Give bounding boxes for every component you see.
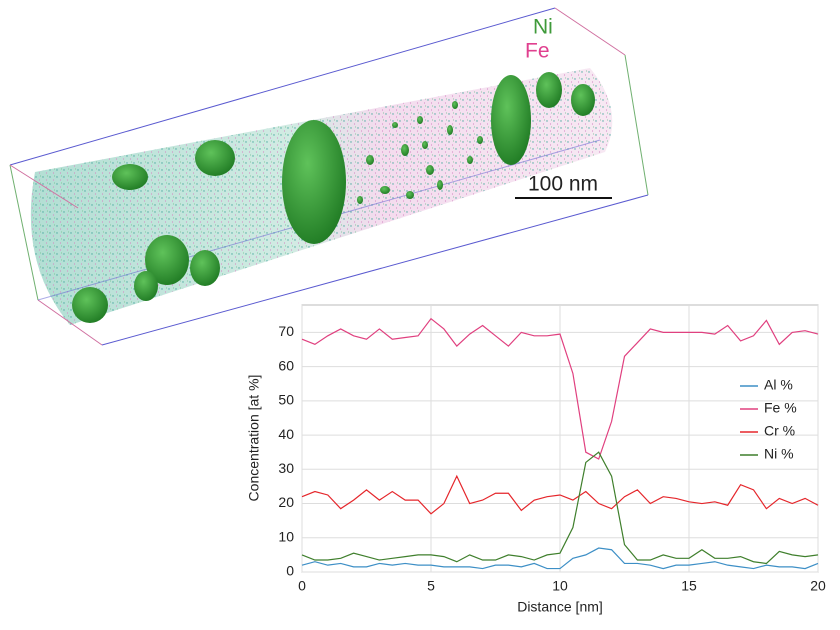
y-tick-label: 60 (278, 357, 294, 373)
x-tick-label: 20 (810, 578, 826, 594)
y-tick-label: 40 (278, 426, 294, 442)
y-tick-label: 50 (278, 392, 294, 408)
series-line (301, 451, 819, 565)
y-tick-label: 30 (278, 460, 294, 476)
x-tick-label: 15 (681, 578, 697, 594)
y-tick-label: 20 (278, 494, 294, 510)
x-tick-label: 5 (427, 578, 435, 594)
x-tick-label: 0 (298, 578, 306, 594)
series-line (301, 317, 819, 460)
legend-label: Fe % (764, 400, 797, 416)
legend-label: Al % (764, 377, 793, 393)
reconstruction (9, 7, 649, 346)
ni-label: Ni (533, 16, 553, 39)
series-line (301, 547, 819, 570)
legend-label: Ni % (764, 446, 794, 462)
y-tick-label: 0 (286, 563, 294, 579)
y-tick-label: 70 (278, 323, 294, 339)
fe-label: Fe (525, 40, 550, 63)
series-line (301, 474, 819, 515)
y-tick-label: 10 (278, 528, 294, 544)
x-tick-label: 10 (552, 578, 568, 594)
legend-label: Cr % (764, 423, 795, 439)
x-axis-title: Distance [nm] (517, 599, 603, 615)
scale-bar-label: 100 nm (528, 173, 598, 196)
y-axis-title: Concentration [at %] (246, 375, 262, 502)
